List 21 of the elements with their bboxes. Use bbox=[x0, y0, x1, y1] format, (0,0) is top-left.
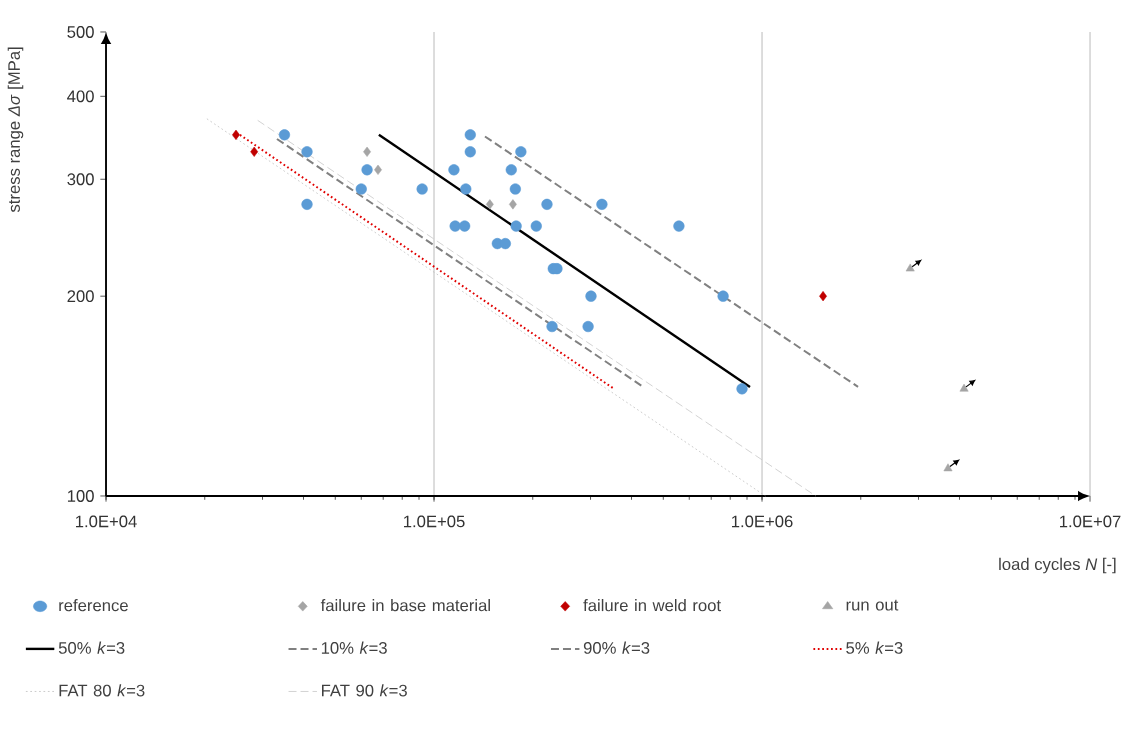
x-tick-label: 1.0E+05 bbox=[404, 515, 465, 528]
y-tick-label: 500 bbox=[67, 26, 94, 38]
legend-label: 50% k=3 bbox=[58, 641, 125, 654]
y-tick-label: 200 bbox=[67, 290, 94, 303]
y-axis-title: stress range Δσ [MPa] bbox=[7, 47, 24, 213]
y-tick-label: 300 bbox=[67, 173, 94, 186]
x-tick-label: 1.0E+07 bbox=[1060, 515, 1121, 528]
legend-label: FAT 90 k=3 bbox=[322, 684, 407, 697]
legend-label: run out bbox=[846, 599, 899, 611]
legend-label: failure in base material bbox=[320, 599, 490, 612]
legend-label: failure in weld root bbox=[583, 599, 721, 612]
x-tick-label: 1.0E+06 bbox=[732, 515, 793, 528]
y-tick-label: 400 bbox=[67, 90, 94, 103]
y-tick-label: 100 bbox=[67, 490, 94, 502]
legend-label: FAT 80 k=3 bbox=[59, 684, 145, 697]
legend-label: reference bbox=[59, 599, 128, 612]
legend-label: 10% k=3 bbox=[321, 641, 387, 654]
x-axis-title: load cycles N [-] bbox=[999, 557, 1116, 574]
legend-label: 5% k=3 bbox=[846, 641, 903, 654]
x-tick-label: 1.0E+04 bbox=[76, 515, 137, 528]
legend-label: 90% k=3 bbox=[583, 641, 650, 654]
